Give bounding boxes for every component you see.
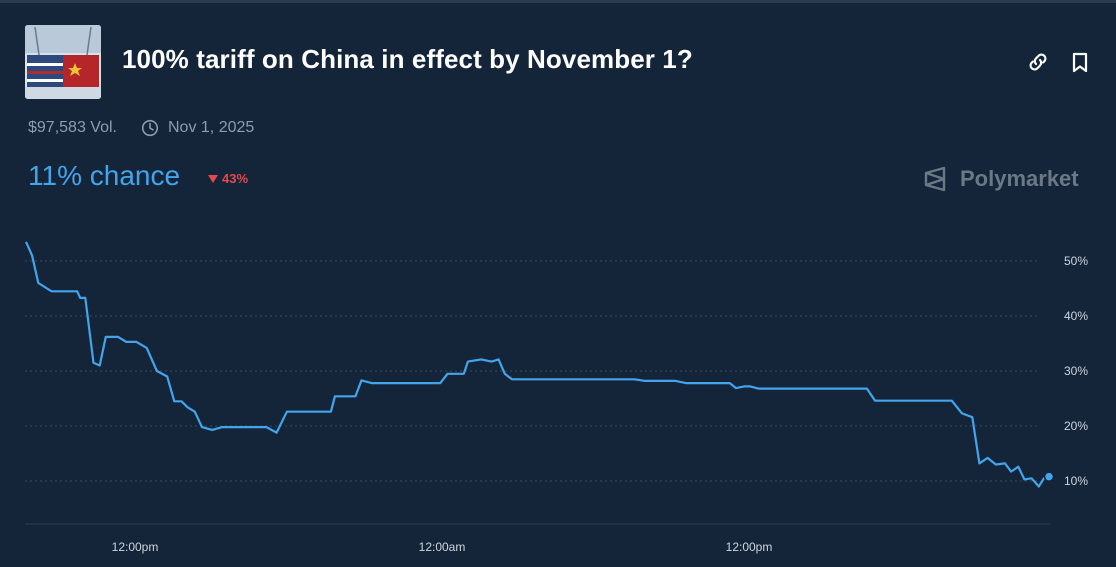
market-title: 100% tariff on China in effect by Novemb… [122,44,693,74]
change-value: 43% [222,171,249,186]
polymarket-logo [924,166,946,192]
y-tick-label: 10% [1064,474,1088,488]
chart-grid [25,260,1040,482]
y-tick-label: 50% [1064,254,1088,268]
polymarket-brand: Polymarket [922,165,1092,195]
volume-text: $97,583 Vol. [28,119,117,136]
bookmark-button[interactable] [1068,50,1092,74]
end-date-text: Nov 1, 2025 [168,119,255,136]
x-tick-label: 12:00pm [112,540,159,554]
down-triangle-icon [208,175,218,183]
x-tick-label: 12:00pm [726,540,773,554]
y-tick-label: 40% [1064,309,1088,323]
chance-value: 11% chance [28,160,181,191]
x-axis-ticks: 12:00pm 12:00am 12:00pm [112,540,773,554]
y-tick-label: 20% [1064,419,1088,433]
copy-link-button[interactable] [1026,50,1050,74]
brand-name: Polymarket [960,166,1079,191]
bookmark-icon [1072,52,1088,73]
clock-icon [141,119,159,137]
latest-point-marker [1043,471,1055,482]
link-icon [1029,53,1047,71]
y-axis-ticks: 50% 40% 30% 20% 10% [1064,254,1088,488]
top-border [0,0,1116,3]
y-tick-label: 30% [1064,364,1088,378]
market-thumbnail [25,25,101,99]
chance-line [24,241,1050,488]
x-tick-label: 12:00am [419,540,466,554]
